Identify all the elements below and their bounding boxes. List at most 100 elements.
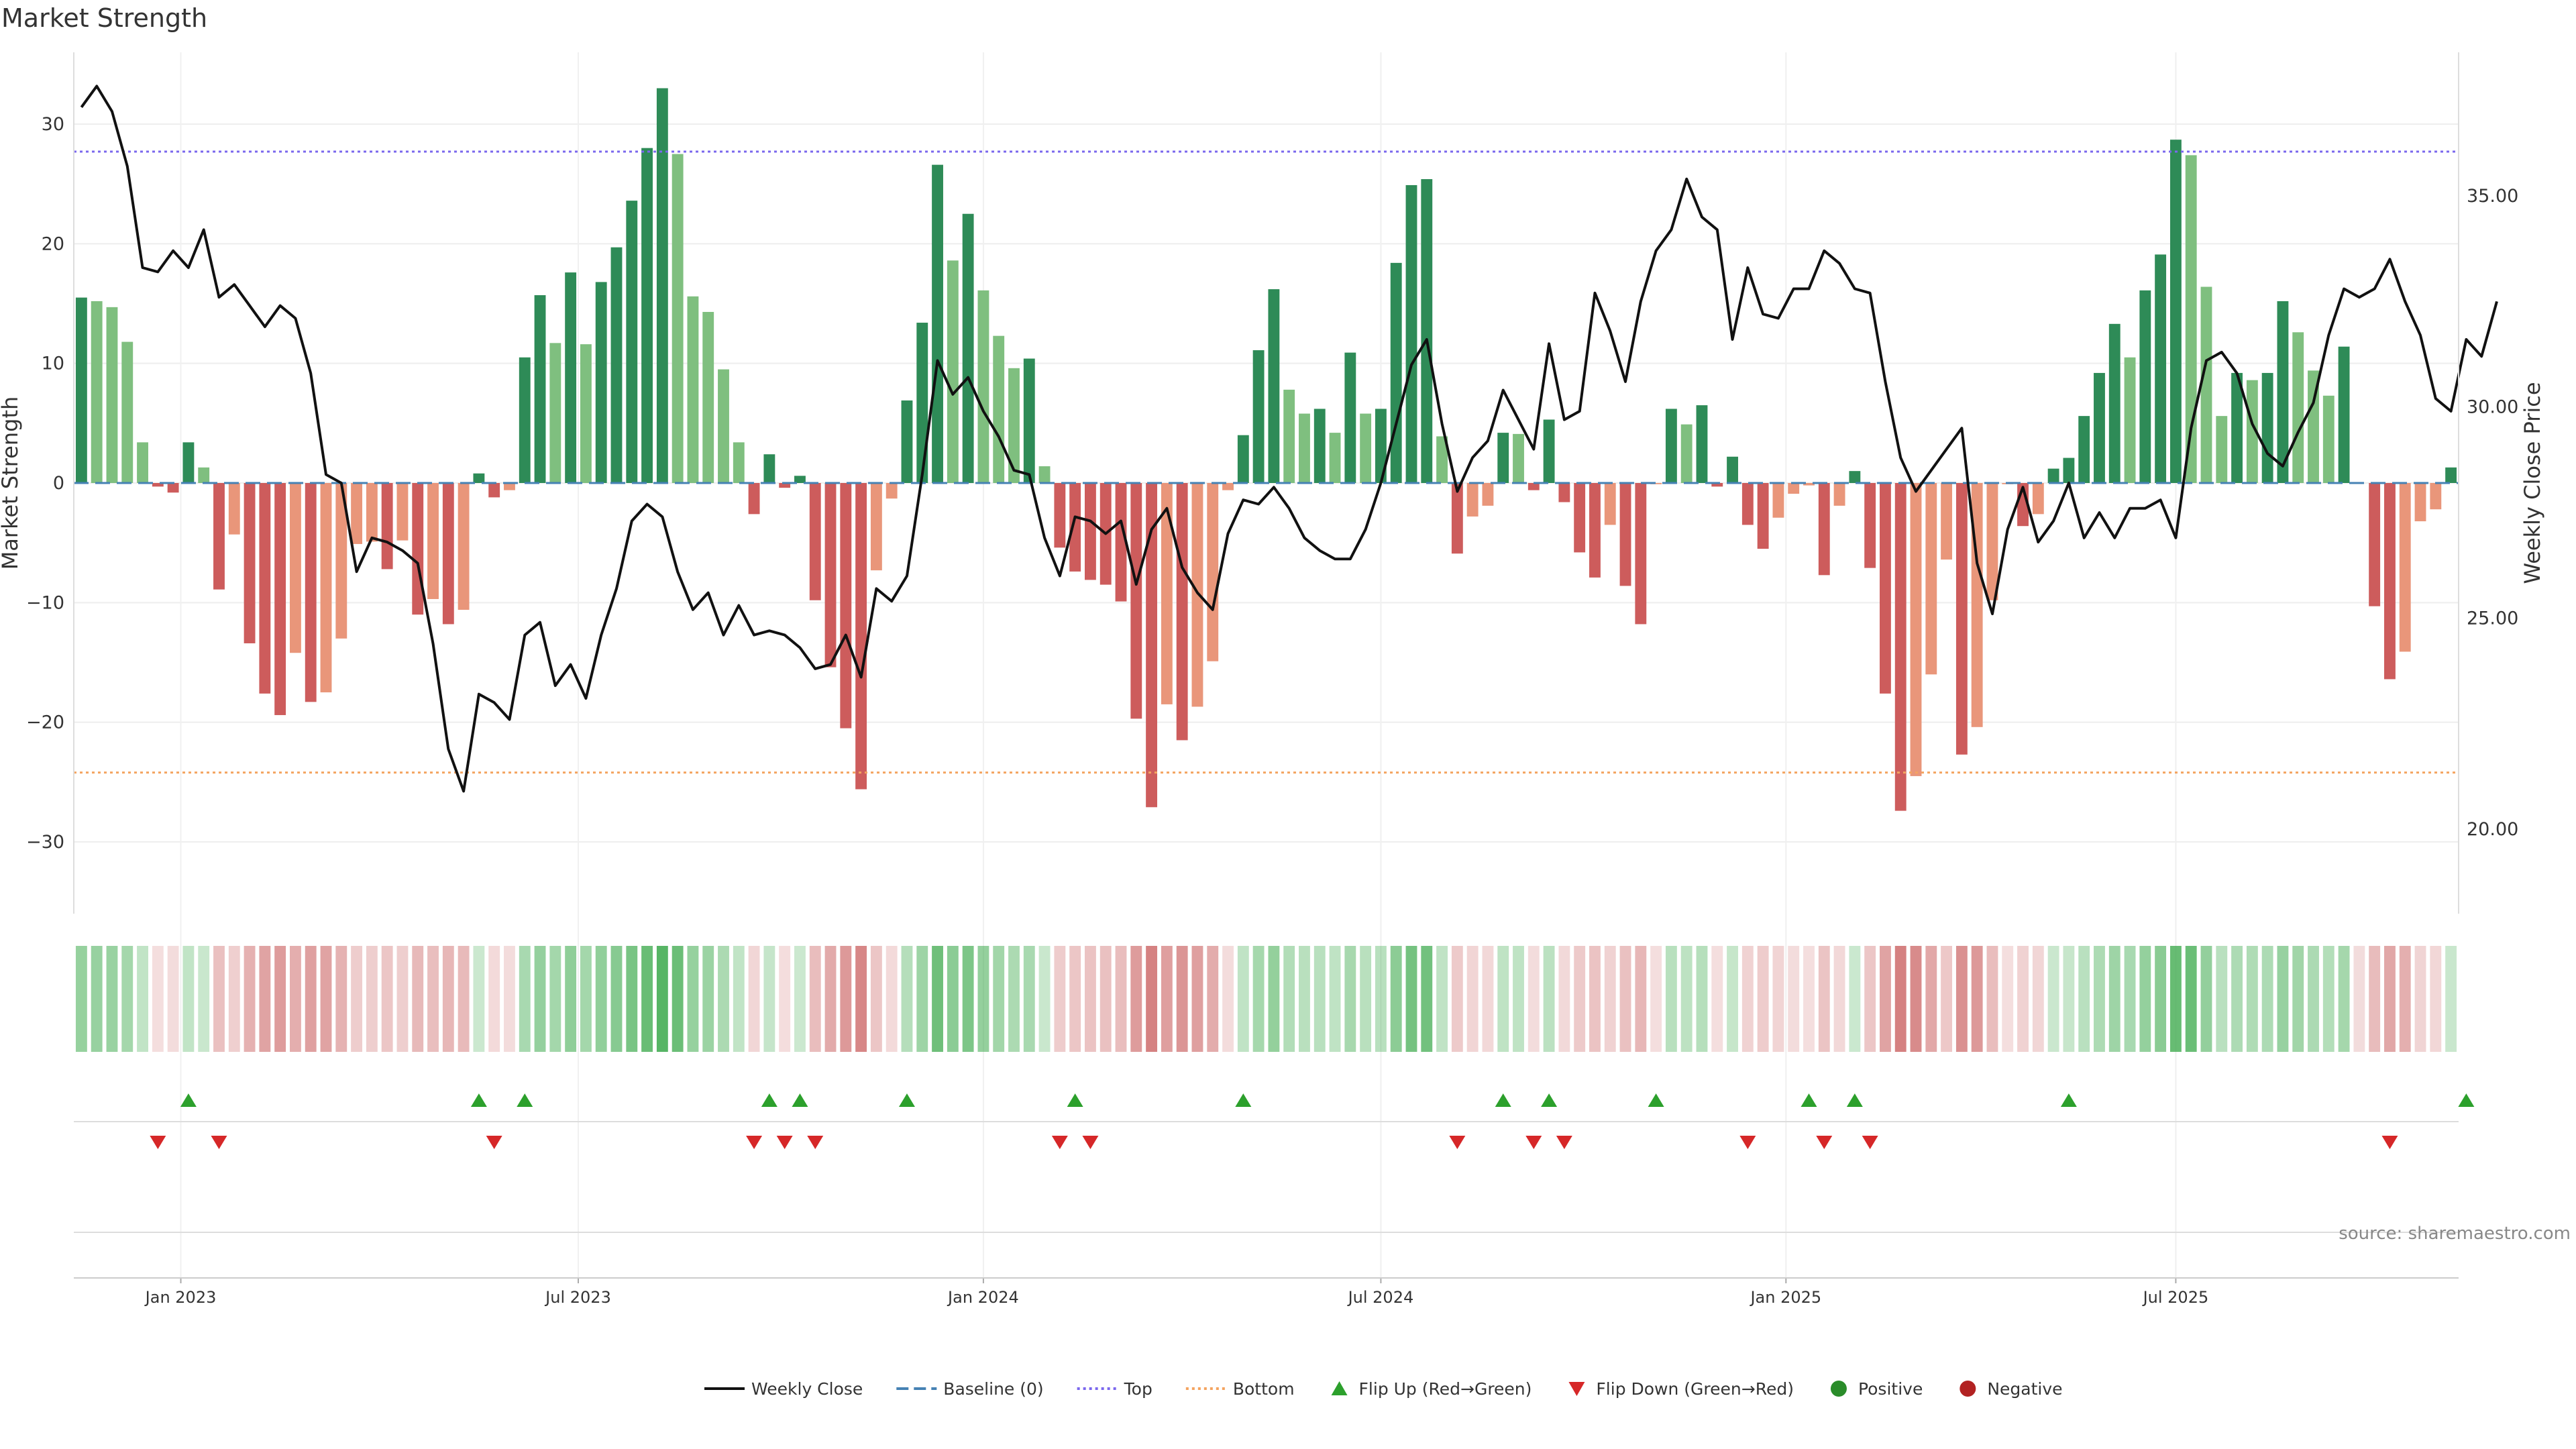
legend-swatch-down xyxy=(1568,1382,1585,1396)
strength-bar xyxy=(1008,368,1020,483)
heat-cell xyxy=(1619,946,1631,1052)
strength-bar xyxy=(1635,483,1647,625)
strength-bar xyxy=(1252,350,1265,483)
strength-bar xyxy=(2047,468,2059,483)
strength-bar xyxy=(885,483,898,499)
strength-bar xyxy=(2277,301,2289,483)
strength-bar xyxy=(1405,184,1417,483)
strength-bar xyxy=(1360,413,1372,483)
flip-up-marker xyxy=(1067,1093,1083,1107)
heat-cell xyxy=(534,946,546,1052)
strength-bar xyxy=(182,442,195,483)
heat-cell xyxy=(2185,946,2197,1052)
heat-cell xyxy=(458,946,470,1052)
strength-bar xyxy=(977,290,989,483)
heat-cell xyxy=(885,946,898,1052)
strength-bar xyxy=(1421,179,1433,483)
heat-cell xyxy=(2353,946,2365,1052)
heat-cell xyxy=(1390,946,1402,1052)
strength-bar xyxy=(106,307,118,483)
heat-cell xyxy=(901,946,913,1052)
heat-cell xyxy=(121,946,133,1052)
strength-bar xyxy=(2169,140,2182,483)
flip-up-marker xyxy=(517,1093,533,1107)
heat-cell xyxy=(2231,946,2243,1052)
heat-cell xyxy=(1772,946,1784,1052)
heat-cell xyxy=(1527,946,1540,1052)
heat-cell xyxy=(2292,946,2304,1052)
strength-bar xyxy=(672,154,684,484)
strength-bar xyxy=(1741,483,1754,525)
strength-bar xyxy=(1619,483,1631,586)
strength-bar xyxy=(2369,483,2381,606)
heat-cell xyxy=(1283,946,1295,1052)
heat-cell xyxy=(366,946,378,1052)
heat-cell xyxy=(2169,946,2182,1052)
heat-cell xyxy=(1375,946,1387,1052)
heat-cell xyxy=(2246,946,2258,1052)
heat-cell xyxy=(1833,946,1845,1052)
strength-bar xyxy=(947,260,959,483)
legend-item: Flip Up (Red→Green) xyxy=(1331,1379,1532,1399)
strength-bar xyxy=(794,476,806,483)
strength-bar xyxy=(1788,483,1800,494)
heat-cell xyxy=(2338,946,2350,1052)
heat-cell xyxy=(351,946,363,1052)
strength-bar xyxy=(763,454,775,483)
strength-bar xyxy=(2430,483,2442,510)
heat-cell xyxy=(1543,946,1555,1052)
flip-down-marker xyxy=(150,1136,166,1149)
flip-down-marker xyxy=(776,1136,793,1149)
x-tick-label: Jul 2024 xyxy=(1347,1288,1414,1307)
heat-cell xyxy=(1894,946,1907,1052)
heat-cell xyxy=(1329,946,1341,1052)
strength-bar xyxy=(1482,483,1494,506)
flip-up-marker xyxy=(1235,1093,1252,1107)
strength-bar xyxy=(1237,435,1249,483)
strength-bar xyxy=(733,442,745,483)
heat-cell xyxy=(473,946,485,1052)
strength-bar xyxy=(1665,409,1677,483)
strength-bar xyxy=(748,483,760,515)
legend-label: Baseline (0) xyxy=(943,1379,1043,1399)
flip-down-marker xyxy=(486,1136,502,1149)
heat-cell xyxy=(2369,946,2381,1052)
strength-bar xyxy=(870,483,882,571)
heat-cell xyxy=(1161,946,1173,1052)
strength-bar xyxy=(2063,458,2075,483)
heat-cell xyxy=(2139,946,2151,1052)
legend-item: Positive xyxy=(1830,1379,1923,1399)
strength-bar xyxy=(1543,419,1555,483)
heat-cell xyxy=(259,946,271,1052)
legend-label: Weekly Close xyxy=(751,1379,863,1399)
heat-cell xyxy=(641,946,653,1052)
heat-cell xyxy=(595,946,607,1052)
strength-bar xyxy=(610,247,623,483)
strength-bar xyxy=(75,297,87,483)
heat-cell xyxy=(1191,946,1203,1052)
heat-cell xyxy=(1818,946,1830,1052)
heat-cell xyxy=(106,946,118,1052)
strength-bar xyxy=(2200,286,2212,483)
strength-bar xyxy=(2078,416,2090,483)
strength-bar xyxy=(534,295,546,483)
x-tick-label: Jan 2025 xyxy=(1749,1288,1821,1307)
strength-bar xyxy=(1727,456,1738,483)
strength-bar xyxy=(2231,372,2243,483)
heat-cell xyxy=(656,946,668,1052)
heat-cell xyxy=(580,946,592,1052)
legend-label: Flip Down (Green→Red) xyxy=(1596,1379,1794,1399)
heat-cell xyxy=(916,946,928,1052)
strength-bar xyxy=(626,201,638,483)
heat-cell xyxy=(1665,946,1677,1052)
heat-cell xyxy=(2094,946,2105,1052)
strength-bar xyxy=(1375,409,1387,483)
flip-up-marker xyxy=(1495,1093,1511,1107)
heat-cell xyxy=(1558,946,1570,1052)
strength-bar xyxy=(228,483,240,535)
heat-cell xyxy=(1008,946,1020,1052)
heat-cell xyxy=(228,946,240,1052)
strength-bar xyxy=(1696,405,1708,483)
strength-bar xyxy=(779,483,791,488)
strength-bar xyxy=(1986,483,1998,600)
